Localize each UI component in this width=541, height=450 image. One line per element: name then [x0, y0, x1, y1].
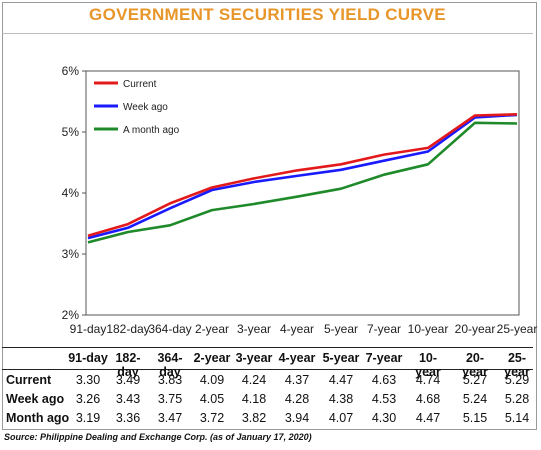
- y-tick-label: 3%: [62, 247, 80, 261]
- table-value-cell: 5.27: [462, 373, 488, 387]
- legend-label: Current: [123, 79, 157, 90]
- table-header-cell: 10-year: [415, 351, 441, 379]
- series-line-a-month-ago: [87, 121, 518, 244]
- table-header-rule: [2, 369, 533, 370]
- table-value-cell: 4.24: [241, 373, 267, 387]
- x-tick-label: 20-year: [455, 322, 496, 336]
- table-value-cell: 4.09: [199, 373, 225, 387]
- table-value-cell: 4.47: [328, 373, 354, 387]
- legend-label: A month ago: [123, 125, 180, 136]
- x-tick-label: 2-year: [195, 322, 229, 336]
- table-value-cell: 4.37: [284, 373, 310, 387]
- table-value-cell: 3.72: [199, 411, 225, 425]
- table-value-cell: 4.53: [371, 392, 397, 406]
- table-value-cell: 5.24: [462, 392, 488, 406]
- table-header-cell: 91-day: [68, 351, 108, 365]
- table-value-cell: 3.49: [115, 373, 141, 387]
- series-line-current: [87, 113, 518, 237]
- x-tick-label: 25-year: [497, 322, 538, 336]
- table-value-cell: 5.15: [462, 411, 488, 425]
- table-row-label: Week ago: [6, 392, 65, 406]
- table-value-cell: 4.47: [415, 411, 441, 425]
- table-value-cell: 3.36: [115, 411, 141, 425]
- chart-frame: [2, 2, 537, 430]
- y-tick-label: 4%: [62, 186, 80, 200]
- title-divider: [2, 33, 533, 34]
- table-row-label: Month ago: [6, 411, 70, 425]
- table-value-cell: 3.19: [75, 411, 101, 425]
- table-value-cell: 5.29: [504, 373, 530, 387]
- table-header-cell: 3-year: [235, 351, 273, 365]
- legend-label: Week ago: [123, 102, 168, 113]
- x-tick-label: 91-day: [70, 322, 107, 336]
- y-tick-label: 2%: [62, 308, 80, 322]
- table-value-cell: 5.14: [504, 411, 530, 425]
- x-tick-label: 364-day: [148, 322, 191, 336]
- table-value-cell: 3.47: [157, 411, 183, 425]
- x-tick-label: 3-year: [237, 322, 271, 336]
- source-note: Source: Philippine Dealing and Exchange …: [4, 432, 312, 442]
- table-value-cell: 4.30: [371, 411, 397, 425]
- table-value-cell: 4.63: [371, 373, 397, 387]
- x-tick-label: 5-year: [324, 322, 358, 336]
- table-header-cell: 5-year: [322, 351, 360, 365]
- table-value-cell: 3.26: [75, 392, 101, 406]
- table-value-cell: 5.28: [504, 392, 530, 406]
- table-value-cell: 3.83: [157, 373, 183, 387]
- table-header-cell: 2-year: [193, 351, 231, 365]
- table-header-cell: 364-day: [157, 351, 183, 379]
- table-header-cell: 4-year: [278, 351, 316, 365]
- table-value-cell: 4.28: [284, 392, 310, 406]
- table-value-cell: 4.07: [328, 411, 354, 425]
- table-value-cell: 3.94: [284, 411, 310, 425]
- table-value-cell: 4.74: [415, 373, 441, 387]
- x-tick-label: 182-day: [106, 322, 149, 336]
- y-tick-label: 6%: [62, 64, 80, 78]
- x-tick-label: 10-year: [408, 322, 449, 336]
- table-value-cell: 3.82: [241, 411, 267, 425]
- series-line-week-ago: [87, 113, 518, 240]
- table-value-cell: 4.38: [328, 392, 354, 406]
- table-row-label: Current: [6, 373, 52, 387]
- chart-title: GOVERNMENT SECURITIES YIELD CURVE: [89, 5, 446, 24]
- table-header-cell: 182-day: [115, 351, 141, 379]
- table-value-cell: 4.18: [241, 392, 267, 406]
- table-value-cell: 3.75: [157, 392, 183, 406]
- table-value-cell: 3.30: [75, 373, 101, 387]
- table-header-cell: 7-year: [365, 351, 403, 365]
- table-value-cell: 4.05: [199, 392, 225, 406]
- y-tick-label: 5%: [62, 125, 80, 139]
- table-header-cell: 25-year: [504, 351, 530, 379]
- table-header-cell: 20-year: [462, 351, 488, 379]
- table-value-cell: 3.43: [115, 392, 141, 406]
- x-tick-label: 7-year: [367, 322, 401, 336]
- table-value-cell: 4.68: [415, 392, 441, 406]
- table-top-rule: [2, 347, 533, 348]
- x-tick-label: 4-year: [280, 322, 314, 336]
